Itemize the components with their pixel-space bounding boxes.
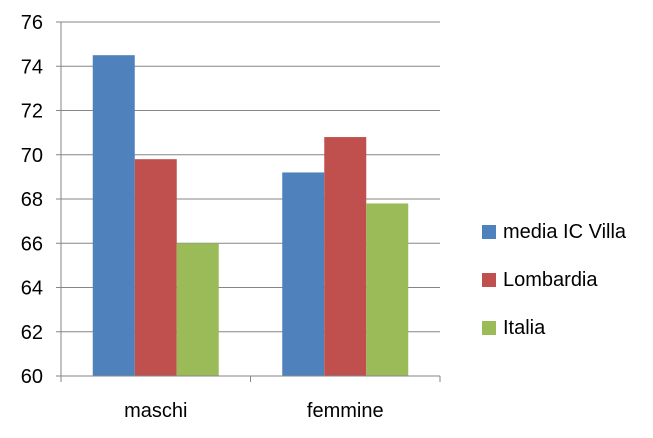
legend-item-2: Italia — [482, 316, 653, 364]
x-tick-label-maschi: maschi — [124, 400, 187, 422]
bar-femmine-1 — [324, 137, 367, 376]
tick-labels: 60 62 64 66 68 70 72 74 76 maschi femmine — [21, 12, 384, 422]
y-tick-label-64: 64 — [21, 278, 43, 300]
bar-maschi-2 — [176, 243, 219, 376]
y-tick-label-60: 60 — [21, 366, 43, 388]
y-tick-label-76: 76 — [21, 12, 43, 34]
y-tick-label-70: 70 — [21, 145, 43, 167]
legend-label-2: Italia — [503, 317, 546, 339]
legend-swatch-0 — [482, 225, 496, 239]
y-tick-label-68: 68 — [21, 189, 43, 211]
legend-swatch-1 — [482, 273, 496, 287]
bar-maschi-1 — [134, 159, 177, 376]
y-tick-label-74: 74 — [21, 56, 43, 78]
legend-item-0: media IC Villa — [482, 220, 653, 268]
legend-swatch-2 — [482, 321, 496, 335]
legend-label-0: media IC Villa — [503, 221, 627, 243]
bar-femmine-0 — [282, 172, 325, 376]
legend: media IC Villa Lombardia Italia — [482, 220, 653, 364]
x-tick-label-femmine: femmine — [307, 400, 384, 422]
y-tick-label-72: 72 — [21, 101, 43, 123]
bar-maschi-0 — [92, 55, 135, 376]
y-tick-label-66: 66 — [21, 233, 43, 255]
bars — [92, 55, 409, 376]
axes — [56, 21, 441, 382]
y-tick-label-62: 62 — [21, 322, 43, 344]
legend-item-1: Lombardia — [482, 268, 653, 316]
bar-femmine-2 — [366, 203, 409, 376]
legend-label-1: Lombardia — [503, 269, 598, 291]
